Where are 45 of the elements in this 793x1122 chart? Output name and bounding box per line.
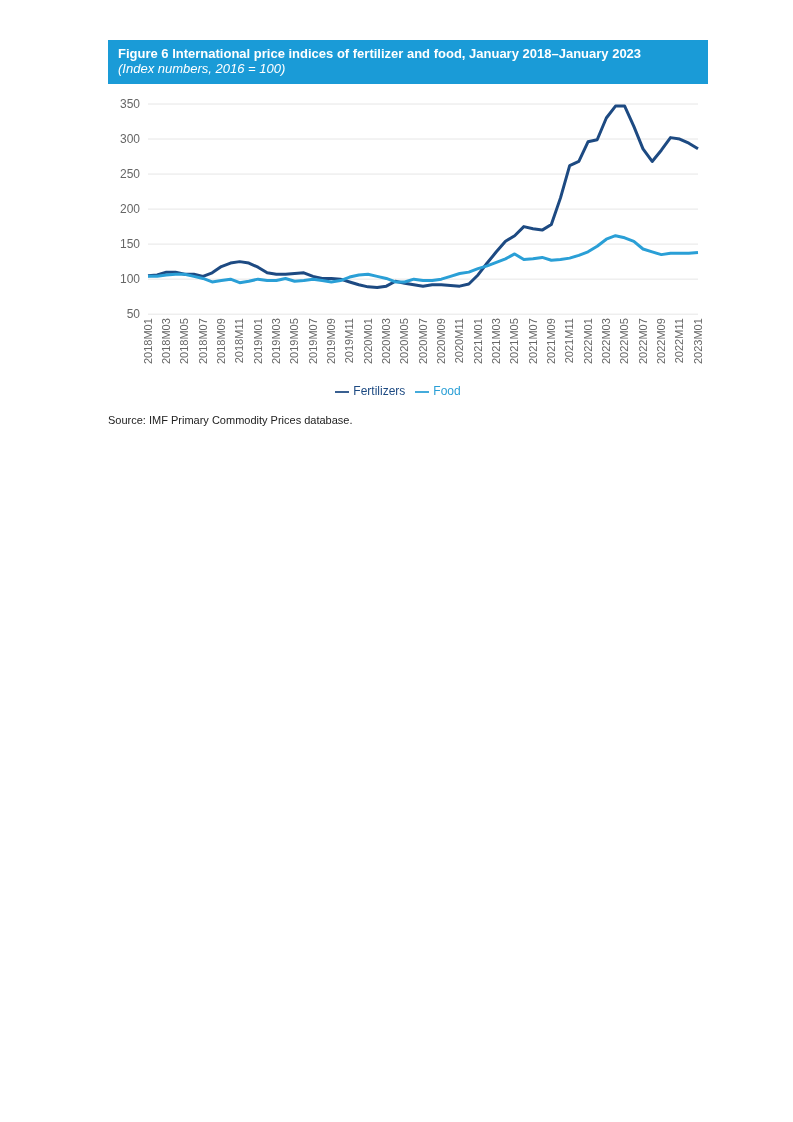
chart-title: Figure 6 International price indices of fertilizer and food, January 2018–January 2023 [118,46,643,61]
source-note: Source: IMF Primary Commodity Prices database. [108,414,354,426]
x-tick-label: 2021M03 [490,318,503,365]
x-tick-label: 2019M01 [251,318,264,365]
line-series [146,234,700,285]
x-tick-label: 2019M11 [343,318,356,364]
x-tick-label: 2021M09 [545,318,558,365]
y-tick-label: 100 [119,272,141,287]
x-tick-label: 2022M09 [655,318,668,365]
x-tick-label: 2018M11 [233,318,246,364]
x-tick-label: 2020M07 [416,318,429,365]
x-tick-label: 2020M01 [361,318,374,365]
x-tick-label: 2018M09 [215,318,228,365]
x-tick-label: 2021M11 [563,318,576,364]
x-tick-label: 2019M03 [270,318,283,365]
y-tick-label: 200 [119,202,141,217]
x-tick-label: 2020M09 [435,318,448,365]
legend-label: Fertilizers [353,384,406,399]
y-tick-label: 300 [119,132,141,147]
y-tick-label: 250 [119,167,141,182]
x-tick-label: 2019M07 [306,318,319,365]
x-tick-label: 2021M05 [508,318,521,365]
legend-label: Food [433,384,461,399]
x-tick-label: 2021M01 [471,318,484,365]
line-series [146,104,700,290]
x-tick-label: 2020M03 [380,318,393,365]
x-tick-label: 2022M05 [618,318,631,365]
x-tick-label: 2020M11 [453,318,466,364]
y-tick-label: 150 [119,237,141,252]
y-tick-label: 50 [126,307,141,322]
x-tick-label: 2020M05 [398,318,411,365]
x-tick-label: 2018M01 [141,318,154,365]
y-tick-label: 350 [119,97,141,112]
x-tick-label: 2022M11 [673,318,686,364]
x-tick-label: 2022M01 [581,318,594,365]
x-tick-label: 2018M03 [160,318,173,365]
x-tick-label: 2018M05 [178,318,191,365]
x-tick-label: 2021M07 [526,318,539,365]
x-tick-label: 2019M05 [288,318,301,365]
x-tick-label: 2022M07 [636,318,649,365]
x-tick-label: 2023M01 [691,318,704,365]
chart-subtitle: (Index numbers, 2016 = 100) [118,61,287,76]
x-tick-label: 2022M03 [600,318,613,365]
x-tick-label: 2018M07 [196,318,209,365]
x-tick-label: 2019M09 [325,318,338,365]
